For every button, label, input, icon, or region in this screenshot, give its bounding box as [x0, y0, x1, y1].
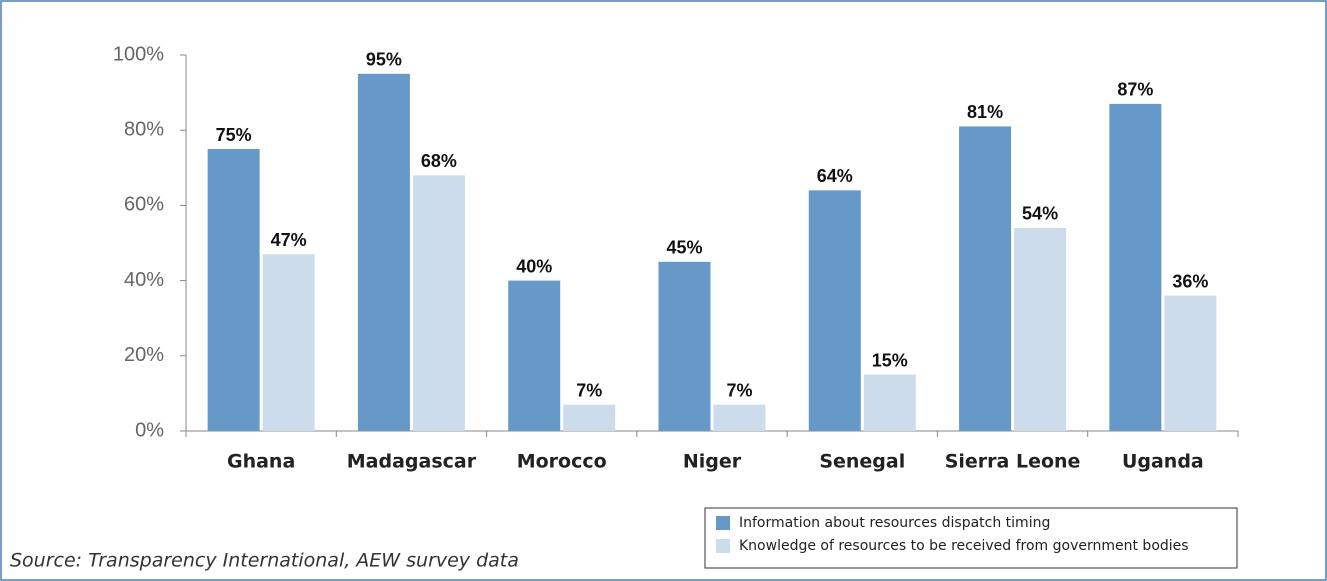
value-label: 45% [666, 238, 702, 258]
legend-swatch [716, 539, 730, 553]
legend-swatch [716, 516, 730, 530]
y-tick-label: 20% [124, 344, 164, 366]
bar [1109, 103, 1162, 431]
value-label: 64% [817, 166, 853, 186]
bar [808, 190, 861, 431]
bar [412, 175, 465, 431]
x-tick-label: Madagascar [347, 451, 477, 473]
x-tick-label: Ghana [227, 451, 295, 473]
legend-label: Information about resources dispatch tim… [739, 515, 1050, 531]
bar [357, 73, 410, 432]
value-label: 75% [216, 125, 252, 145]
y-tick-label: 80% [124, 118, 164, 140]
bar [959, 126, 1012, 431]
value-label: 7% [576, 380, 602, 400]
value-label: 40% [516, 256, 552, 276]
x-tick-label: Sierra Leone [945, 451, 1081, 473]
bar [508, 280, 561, 431]
value-label: 54% [1022, 204, 1058, 224]
y-tick-label: 60% [124, 194, 164, 216]
value-label: 87% [1117, 80, 1153, 100]
bar [1014, 227, 1067, 431]
bar [863, 374, 916, 431]
value-label: 81% [967, 102, 1003, 122]
bar [207, 149, 260, 431]
bar [713, 404, 766, 431]
y-tick-label: 0% [135, 419, 164, 441]
value-label: 7% [726, 380, 752, 400]
value-label: 47% [271, 230, 307, 250]
bar [658, 261, 711, 431]
source: Source: Transparency International, AEW … [10, 550, 519, 572]
legend-box [704, 507, 1238, 569]
value-label: 68% [421, 151, 457, 171]
value-label: 95% [366, 50, 402, 70]
bar [1164, 295, 1217, 431]
x-tick-label: Uganda [1122, 451, 1204, 473]
y-tick-label: 100% [113, 43, 164, 65]
x-tick-label: Morocco [517, 451, 607, 473]
bar [262, 254, 315, 431]
legend-label: Knowledge of resources to be received fr… [739, 538, 1189, 554]
bar [563, 404, 616, 431]
y-tick-label: 40% [124, 269, 164, 291]
value-label: 15% [872, 350, 908, 370]
value-label: 36% [1172, 271, 1208, 291]
x-tick-label: Senegal [819, 451, 905, 473]
x-tick-label: Niger [683, 451, 742, 473]
